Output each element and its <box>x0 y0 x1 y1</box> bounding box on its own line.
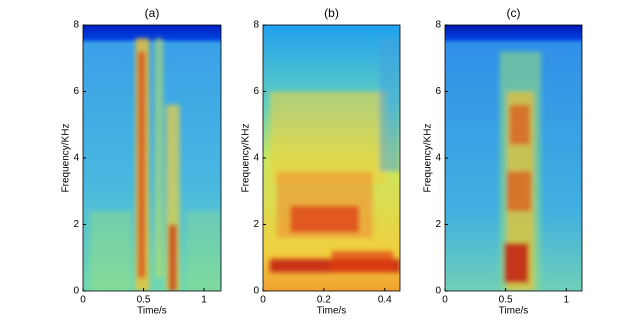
texture-blob <box>503 243 529 284</box>
y-tick-label: 0 <box>253 286 259 297</box>
x-tick-label: 0 <box>442 295 448 306</box>
y-tick-label: 2 <box>73 219 79 230</box>
y-tick-label: 2 <box>253 219 259 230</box>
x-tick-label: 1 <box>201 295 207 306</box>
x-axis-label: Time/s <box>137 306 167 317</box>
y-axis-label: Frequency/KHz <box>423 124 434 193</box>
texture-blob <box>509 104 530 145</box>
y-tick-label: 8 <box>435 20 441 31</box>
texture <box>499 51 541 291</box>
y-tick-label: 2 <box>435 219 441 230</box>
x-axis-label: Time/s <box>499 306 529 317</box>
x-tick-label: 0.5 <box>137 295 151 306</box>
texture-blob <box>379 38 400 172</box>
texture <box>89 38 221 291</box>
texture-blob <box>89 211 132 291</box>
texture-blob <box>269 91 387 185</box>
y-tick-label: 8 <box>253 20 259 31</box>
y-tick-label: 6 <box>435 86 441 97</box>
x-tick-label: 0.5 <box>499 295 513 306</box>
texture-blob <box>168 224 177 291</box>
x-tick-label: 0.4 <box>378 295 392 306</box>
y-tick-label: 4 <box>253 153 259 164</box>
x-tick-label: 0.2 <box>317 295 331 306</box>
x-tick-label: 0 <box>260 295 266 306</box>
texture-blob <box>138 51 146 278</box>
texture-blob <box>331 251 394 273</box>
y-axis-label: Frequency/KHz <box>241 124 252 193</box>
x-tick-label: 1 <box>563 295 569 306</box>
texture-blob <box>290 205 359 233</box>
panel-title: (c) <box>507 6 521 20</box>
panel-title: (b) <box>324 6 339 20</box>
texture-blob <box>186 211 221 291</box>
x-axis-label: Time/s <box>317 306 347 317</box>
y-tick-label: 6 <box>253 86 259 97</box>
y-tick-label: 0 <box>73 286 79 297</box>
y-tick-label: 0 <box>435 286 441 297</box>
y-tick-label: 8 <box>73 20 79 31</box>
texture <box>269 38 400 273</box>
panel-title: (a) <box>145 6 160 20</box>
texture-blob <box>506 171 532 212</box>
y-tick-label: 4 <box>435 153 441 164</box>
y-tick-label: 4 <box>73 153 79 164</box>
y-tick-label: 6 <box>73 86 79 97</box>
x-tick-label: 0 <box>80 295 86 306</box>
y-axis-label: Frequency/KHz <box>61 124 72 193</box>
texture-blob <box>154 38 164 278</box>
